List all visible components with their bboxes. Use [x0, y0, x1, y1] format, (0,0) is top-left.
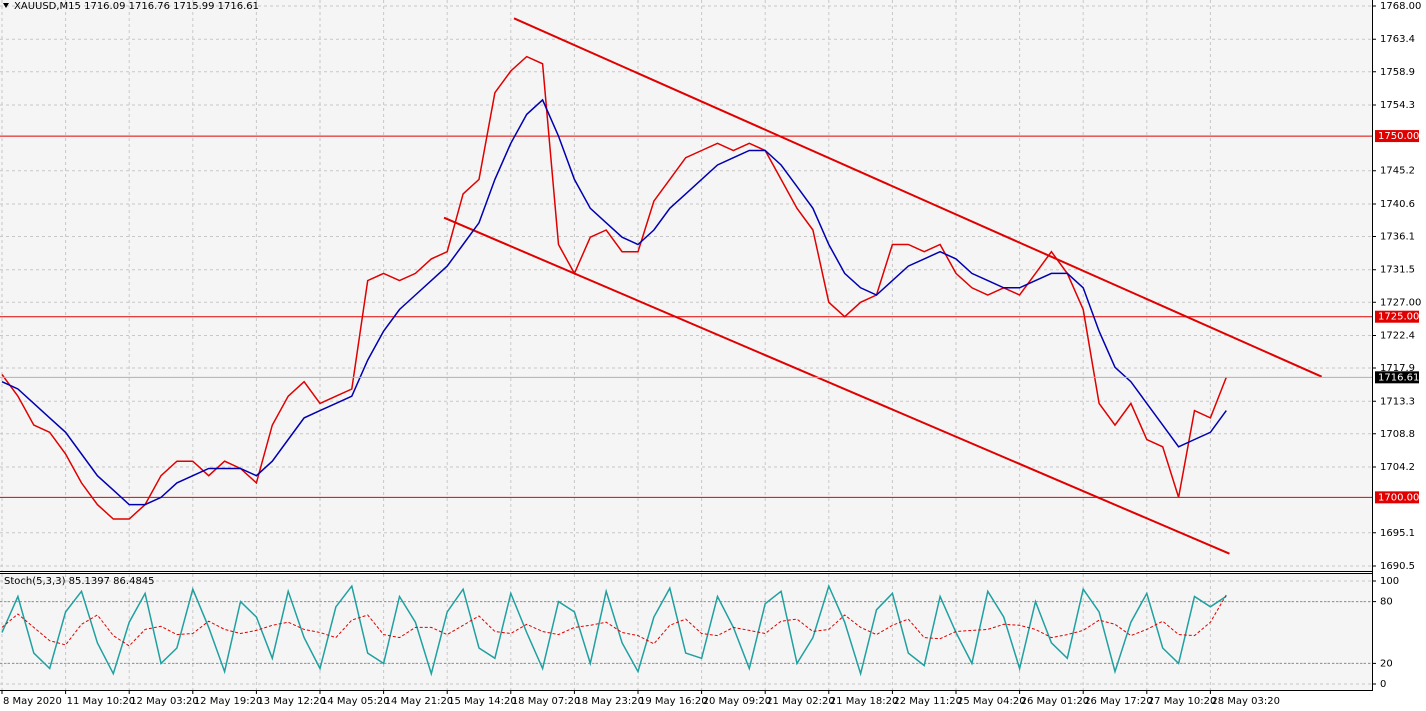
level-label: 1725.00	[1378, 312, 1419, 323]
y-tick-label: 1758.9	[1380, 67, 1415, 78]
y-tick-label: 1740.6	[1380, 199, 1415, 210]
x-tick-label: 12 May 19:20	[194, 696, 263, 707]
x-tick-label: 28 May 03:20	[1211, 696, 1280, 707]
y-tick-label: 1713.3	[1380, 396, 1415, 407]
last-price-label: 1716.61	[1378, 372, 1419, 383]
price-series	[1, 98, 1227, 506]
x-tick-label: 14 May 21:20	[385, 696, 454, 707]
y-tick-label: 1768.00	[1380, 1, 1421, 12]
x-tick-label: 15 May 14:20	[448, 696, 517, 707]
y-tick-label: 1717.9	[1380, 363, 1415, 374]
y-tick-label: 1708.8	[1380, 429, 1415, 440]
level-label-box	[1375, 491, 1419, 504]
y-tick-label: 80	[1380, 597, 1393, 608]
x-tick-label: 25 May 04:20	[957, 696, 1026, 707]
main-panel	[0, 0, 1372, 571]
y-tick-label: 1722.4	[1380, 330, 1415, 341]
price-series	[1, 55, 1227, 520]
y-tick-label: 1690.5	[1380, 561, 1415, 572]
y-tick-label: 1731.5	[1380, 265, 1415, 276]
last-price-box	[1375, 371, 1419, 384]
level-label: 1700.00	[1378, 492, 1419, 503]
price-series	[1, 583, 1227, 677]
y-tick-label: 1736.1	[1380, 232, 1415, 243]
stoch-header: Stoch(5,3,3) 85.1397 86.4845	[4, 576, 155, 587]
level-label-box	[1375, 130, 1419, 143]
y-tick-label: 1745.2	[1380, 166, 1415, 177]
y-tick-label: 100	[1380, 576, 1399, 587]
x-tick-label: 18 May 23:20	[575, 696, 644, 707]
y-tick-label: 1754.3	[1380, 100, 1415, 111]
x-tick-label: 22 May 11:20	[893, 696, 962, 707]
x-tick-label: 11 May 10:20	[67, 696, 136, 707]
x-tick-label: 26 May 01:20	[1021, 696, 1090, 707]
trend-channel-line	[513, 17, 1323, 378]
menu-arrow	[3, 3, 9, 8]
x-tick-label: 8 May 2020	[3, 696, 62, 707]
stoch-panel	[0, 574, 1372, 690]
x-tick-label: 13 May 12:20	[257, 696, 326, 707]
x-tick-label: 14 May 05:20	[321, 696, 390, 707]
x-tick-label: 19 May 16:20	[639, 696, 708, 707]
symbol-header: XAUUSD,M15 1716.09 1716.76 1715.99 1716.…	[14, 1, 259, 12]
x-tick-label: 27 May 10:20	[1148, 696, 1217, 707]
price-series	[1, 594, 1227, 647]
y-tick-label: 1704.2	[1380, 462, 1415, 473]
y-tick-label: 0	[1380, 679, 1386, 690]
x-tick-label: 12 May 03:20	[130, 696, 199, 707]
x-tick-label: 26 May 17:20	[1084, 696, 1153, 707]
y-tick-label: 1763.4	[1380, 34, 1415, 45]
x-tick-label: 21 May 18:20	[830, 696, 899, 707]
level-label-box	[1375, 310, 1419, 323]
y-tick-label: 20	[1380, 658, 1393, 669]
level-label: 1750.00	[1378, 131, 1419, 142]
y-tick-label: 1727.00	[1380, 297, 1421, 308]
y-tick-label: 1695.1	[1380, 528, 1415, 539]
x-tick-label: 21 May 02:20	[766, 696, 835, 707]
x-tick-label: 18 May 07:20	[512, 696, 581, 707]
x-tick-label: 20 May 09:20	[703, 696, 772, 707]
